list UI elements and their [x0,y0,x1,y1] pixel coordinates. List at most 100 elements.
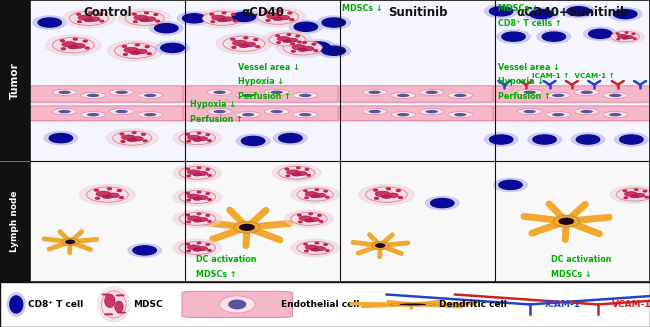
Ellipse shape [454,113,467,116]
Circle shape [315,242,318,244]
Ellipse shape [138,92,162,98]
Ellipse shape [207,89,232,95]
Circle shape [305,197,308,198]
Circle shape [232,46,236,48]
Circle shape [239,224,255,231]
Ellipse shape [283,41,322,55]
Ellipse shape [630,195,639,198]
Ellipse shape [571,133,604,146]
Bar [185,161,340,282]
Circle shape [210,13,214,15]
Ellipse shape [419,89,444,95]
Ellipse shape [127,139,137,142]
Circle shape [186,214,190,216]
Ellipse shape [517,89,542,95]
Ellipse shape [292,112,318,118]
Ellipse shape [528,133,562,146]
Ellipse shape [187,216,200,220]
Ellipse shape [375,191,390,197]
Text: Control: Control [83,6,132,19]
Circle shape [326,196,329,198]
Ellipse shape [279,133,302,143]
Ellipse shape [269,33,305,46]
Ellipse shape [78,15,92,20]
Ellipse shape [270,110,283,113]
Ellipse shape [179,131,216,145]
Circle shape [372,242,389,250]
Ellipse shape [283,40,292,43]
Ellipse shape [242,113,254,116]
Circle shape [156,20,159,22]
Circle shape [304,190,307,192]
Ellipse shape [73,43,85,48]
Circle shape [298,214,301,216]
Ellipse shape [448,112,473,118]
Ellipse shape [173,210,222,228]
Circle shape [278,10,282,12]
Ellipse shape [187,170,200,175]
Circle shape [211,21,214,23]
Ellipse shape [311,249,320,251]
Ellipse shape [84,19,94,22]
Ellipse shape [242,94,254,97]
Text: MDSCs ↓: MDSCs ↓ [498,4,539,13]
Circle shape [625,32,628,33]
Circle shape [133,21,137,23]
Ellipse shape [193,219,202,222]
Circle shape [186,193,190,194]
Ellipse shape [497,30,530,43]
Ellipse shape [112,131,151,145]
Ellipse shape [155,24,178,33]
Circle shape [374,189,378,191]
Circle shape [558,218,574,225]
Circle shape [62,238,79,246]
Circle shape [198,132,201,134]
Ellipse shape [296,171,307,175]
Ellipse shape [294,22,318,31]
Ellipse shape [302,40,335,53]
Ellipse shape [144,17,156,21]
Circle shape [305,250,308,252]
Bar [495,161,650,282]
Circle shape [326,250,329,251]
Ellipse shape [218,19,227,22]
Ellipse shape [138,112,162,118]
Bar [185,0,340,161]
Ellipse shape [207,109,232,115]
FancyBboxPatch shape [338,86,497,102]
Ellipse shape [552,113,564,116]
Circle shape [65,240,75,244]
Ellipse shape [135,49,147,54]
FancyBboxPatch shape [341,87,495,104]
Text: Hypoxia ↓: Hypoxia ↓ [238,77,284,86]
Ellipse shape [228,300,246,309]
Ellipse shape [359,184,414,205]
Circle shape [287,34,291,35]
Ellipse shape [133,246,157,255]
FancyBboxPatch shape [496,87,650,104]
Circle shape [118,190,122,192]
Circle shape [318,215,321,216]
Circle shape [105,314,112,315]
Ellipse shape [454,94,467,97]
Ellipse shape [179,191,216,203]
Circle shape [208,250,211,251]
Circle shape [291,43,294,45]
FancyBboxPatch shape [493,106,650,121]
Ellipse shape [369,91,381,94]
Circle shape [154,14,158,15]
Circle shape [277,42,280,43]
Text: Sunitinib: Sunitinib [387,6,447,19]
FancyBboxPatch shape [338,106,497,121]
Circle shape [116,295,124,296]
Ellipse shape [58,110,71,113]
Ellipse shape [625,192,638,196]
Circle shape [309,213,313,215]
Ellipse shape [317,44,350,57]
Ellipse shape [287,170,300,175]
Circle shape [387,188,391,190]
Ellipse shape [89,17,100,21]
Text: Perfusion ↑: Perfusion ↑ [190,115,242,124]
Circle shape [198,191,201,193]
Ellipse shape [161,43,184,53]
